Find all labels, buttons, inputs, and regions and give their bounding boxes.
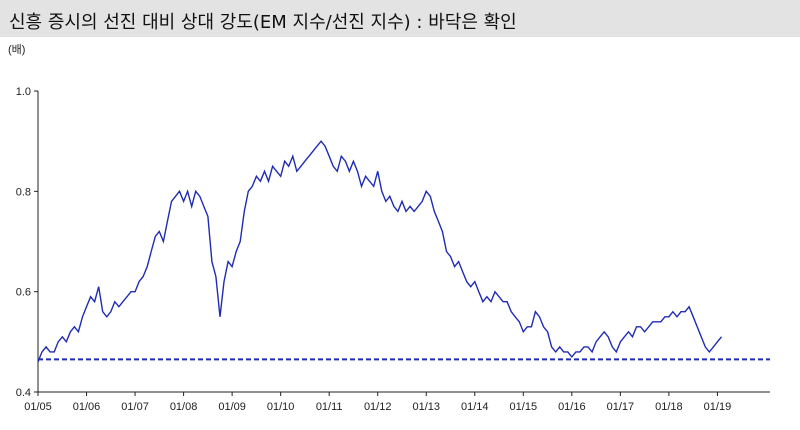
relative-strength-line bbox=[37, 140, 723, 363]
x-tick-label: 01/11 bbox=[316, 401, 343, 413]
x-tick-label: 01/17 bbox=[607, 401, 635, 413]
x-tick-label: 01/14 bbox=[461, 401, 489, 413]
y-tick-label: 0.6 bbox=[16, 287, 31, 299]
y-tick-label: 0.8 bbox=[16, 186, 31, 198]
y-tick-label: 0.4 bbox=[16, 387, 31, 399]
chart-title: 신흥 증시의 선진 대비 상대 강도(EM 지수/선진 지수) : 바닥은 확인 bbox=[9, 12, 517, 33]
x-tick-label: 01/12 bbox=[364, 401, 392, 413]
x-tick-label: 01/13 bbox=[412, 401, 440, 413]
x-tick-label: 01/16 bbox=[558, 401, 586, 413]
title-bar: 신흥 증시의 선진 대비 상대 강도(EM 지수/선진 지수) : 바닥은 확인 bbox=[0, 0, 800, 37]
x-tick-label: 01/06 bbox=[73, 401, 101, 413]
x-tick-label: 01/09 bbox=[218, 401, 246, 413]
y-axis-ticks: 0.4 0.6 0.8 1.0 bbox=[16, 86, 38, 399]
x-tick-label: 01/05 bbox=[24, 401, 52, 413]
x-tick-label: 01/15 bbox=[510, 401, 538, 413]
y-axis-unit-label: (배) bbox=[8, 43, 25, 56]
line-chart: (배) 0.40.60.81.0 01/05 01/06 01/07 01/08 01/… bbox=[8, 43, 770, 413]
x-tick-label: 01/07 bbox=[121, 401, 149, 413]
x-axis-ticks: 01/05 01/06 01/07 01/08 01/09 01/10 01/11 01/12… bbox=[24, 392, 731, 413]
x-tick-label: 01/10 bbox=[267, 401, 295, 413]
y-tick-label: 1.0 bbox=[16, 86, 31, 98]
x-tick-label: 01/08 bbox=[170, 401, 198, 413]
x-tick-label: 01/18 bbox=[655, 401, 683, 413]
x-tick-label: 01/19 bbox=[704, 401, 732, 413]
